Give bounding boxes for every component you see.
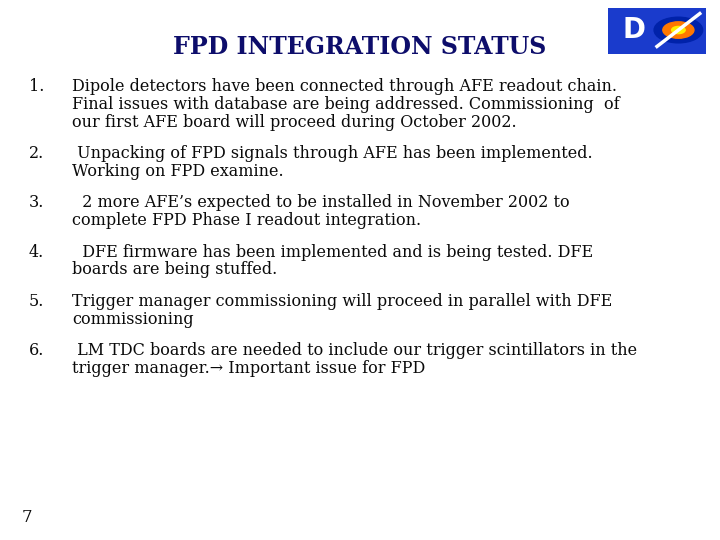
Circle shape [653, 17, 703, 43]
Text: 2.: 2. [29, 145, 44, 162]
Text: LM TDC boards are needed to include our trigger scintillators in the: LM TDC boards are needed to include our … [72, 342, 637, 359]
Text: D: D [622, 16, 645, 44]
Text: Unpacking of FPD signals through AFE has been implemented.: Unpacking of FPD signals through AFE has… [72, 145, 593, 162]
Text: 5.: 5. [29, 293, 44, 309]
Text: Trigger manager commissioning will proceed in parallel with DFE: Trigger manager commissioning will proce… [72, 293, 612, 309]
Text: trigger manager.→ Important issue for FPD: trigger manager.→ Important issue for FP… [72, 360, 426, 376]
Text: Dipole detectors have been connected through AFE readout chain.: Dipole detectors have been connected thr… [72, 78, 617, 95]
Text: boards are being stuffed.: boards are being stuffed. [72, 261, 277, 278]
Text: complete FPD Phase I readout integration.: complete FPD Phase I readout integration… [72, 212, 421, 229]
Circle shape [663, 22, 694, 38]
Text: commissioning: commissioning [72, 310, 194, 327]
Text: our first AFE board will proceed during October 2002.: our first AFE board will proceed during … [72, 114, 517, 131]
Text: Final issues with database are being addressed. Commissioning  of: Final issues with database are being add… [72, 96, 620, 113]
Text: 1.: 1. [29, 78, 44, 95]
Text: 3.: 3. [29, 194, 44, 211]
Text: Working on FPD examine.: Working on FPD examine. [72, 163, 284, 180]
Text: 4.: 4. [29, 244, 44, 260]
Text: 6.: 6. [29, 342, 44, 359]
Circle shape [654, 17, 703, 43]
Text: FPD INTEGRATION STATUS: FPD INTEGRATION STATUS [174, 35, 546, 59]
Text: DFE firmware has been implemented and is being tested. DFE: DFE firmware has been implemented and is… [72, 244, 593, 260]
Text: 2 more AFE’s expected to be installed in November 2002 to: 2 more AFE’s expected to be installed in… [72, 194, 570, 211]
Circle shape [672, 26, 685, 33]
FancyBboxPatch shape [608, 8, 706, 54]
Text: 7: 7 [22, 510, 32, 526]
